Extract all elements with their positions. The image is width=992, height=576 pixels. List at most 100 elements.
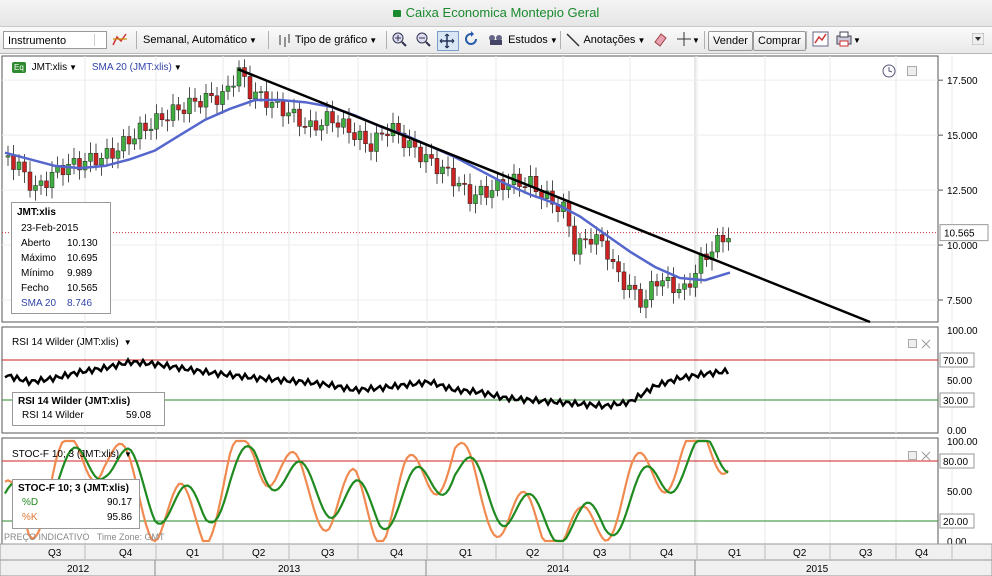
stoch-legend[interactable]: STOC-F 10; 3 (JMT:xlis) ▼ xyxy=(12,449,132,460)
candle-body xyxy=(170,104,176,121)
year-axis xyxy=(0,559,992,576)
rsi-panel-controls[interactable] xyxy=(908,339,932,352)
candle-body xyxy=(132,138,137,145)
rsi-level-box xyxy=(939,392,975,408)
candle-body xyxy=(27,171,33,191)
candle-body xyxy=(324,111,330,126)
stoch-panel-controls[interactable] xyxy=(908,451,932,464)
buy-button[interactable]: Comprar xyxy=(753,31,806,51)
candle-body xyxy=(253,91,258,99)
period-dropdown[interactable]: Semanal, Automático ▼ xyxy=(143,34,257,46)
stoch-level-box xyxy=(939,453,975,469)
candle-body xyxy=(429,154,434,159)
info-row-sma: SMA 20 8.746 xyxy=(21,298,93,309)
candle-body xyxy=(467,184,473,204)
candle-body xyxy=(418,146,423,163)
candle-body xyxy=(698,253,704,274)
quarter-label: Q1 xyxy=(186,548,200,559)
stoch-k-line xyxy=(4,439,729,543)
rsi-y-tick: 0.00 xyxy=(947,426,967,437)
sma-legend[interactable]: SMA 20 (JMT:xlis) xyxy=(91,62,172,73)
pan-icon[interactable] xyxy=(437,31,459,51)
candle-body xyxy=(473,194,478,204)
candle-body xyxy=(286,112,291,117)
instrument-spinner[interactable] xyxy=(94,34,104,46)
rsi-title: RSI 14 Wilder (JMT:xlis) xyxy=(12,337,119,348)
footer-note: PREÇO INDICATIVO Time Zone: GMT xyxy=(4,532,165,542)
candle-body xyxy=(621,271,627,290)
candle-body xyxy=(181,109,187,114)
print-icon[interactable]: ▼ xyxy=(835,31,861,49)
candle-body xyxy=(88,153,93,162)
rsi-legend[interactable]: RSI 14 Wilder (JMT:xlis) ▼ xyxy=(12,337,132,348)
rsi-info-value: 59.08 xyxy=(126,410,152,421)
rsi-level-label: 70.00 xyxy=(943,356,968,367)
candle-body xyxy=(434,158,440,175)
candle-body xyxy=(225,85,231,92)
candle-body xyxy=(676,289,682,293)
candle-body xyxy=(352,132,357,140)
period-label: Semanal, Automático xyxy=(143,34,247,46)
clock-icon[interactable] xyxy=(882,64,896,81)
candle-body xyxy=(44,180,49,188)
quarter-label: Q4 xyxy=(660,548,674,559)
stoch-y-tick: 50.00 xyxy=(947,487,972,498)
candle-body xyxy=(374,132,379,152)
candle-body xyxy=(258,91,264,94)
crosshair-icon[interactable]: ▼ xyxy=(676,31,700,49)
candle-body xyxy=(297,108,302,127)
trend-line xyxy=(237,68,871,324)
refresh-icon[interactable] xyxy=(463,31,479,49)
candle-body xyxy=(687,283,693,288)
candle-body xyxy=(462,182,467,185)
candle-body xyxy=(577,238,583,255)
candle-body xyxy=(330,111,335,124)
quarter-label: Q3 xyxy=(48,548,62,559)
quarter-label: Q3 xyxy=(593,548,607,559)
symbol-label[interactable]: JMT:xlis xyxy=(31,62,68,73)
candle-body xyxy=(341,118,346,128)
candle-body xyxy=(440,166,445,175)
y-tick-label: 7.500 xyxy=(947,296,972,307)
candle-body xyxy=(280,99,286,117)
candle-body xyxy=(148,128,154,131)
chart-settings-icon[interactable] xyxy=(812,31,830,49)
quarter-label: Q1 xyxy=(728,548,742,559)
chart-canvas[interactable]: 17.500 15.000 12.500 10.000 7.500 10.565 100.0… xyxy=(0,54,992,576)
candle-body xyxy=(143,122,148,131)
studies-label: Estudos xyxy=(508,34,548,46)
stoch-dropdown-icon[interactable]: ▼ xyxy=(124,450,132,459)
candle-body xyxy=(110,148,115,159)
candle-body xyxy=(363,130,368,145)
sma-dropdown-icon[interactable]: ▼ xyxy=(173,63,182,72)
candle-body xyxy=(583,238,588,241)
stoch-level-label: 80.00 xyxy=(943,457,968,468)
rsi-dropdown-icon[interactable]: ▼ xyxy=(123,338,132,347)
candle-body xyxy=(379,132,385,135)
sell-button[interactable]: Vender xyxy=(708,31,753,51)
candle-body xyxy=(423,154,429,163)
stoch-y-tick: 100.00 xyxy=(947,437,978,448)
panel-options-icon[interactable] xyxy=(907,66,917,79)
rsi-info-label: RSI 14 Wilder xyxy=(22,410,84,421)
candle-body xyxy=(302,126,308,128)
symbol-dropdown-icon[interactable]: ▼ xyxy=(69,63,78,72)
year-label: 2014 xyxy=(547,564,570,575)
instrument-input[interactable]: Instrumento xyxy=(3,31,107,49)
zoom-out-icon[interactable] xyxy=(415,31,431,49)
candle-body xyxy=(522,186,528,189)
annotations-dropdown[interactable]: Anotações ▼ xyxy=(565,31,645,49)
stoch-level-box xyxy=(939,513,975,529)
candle-body xyxy=(401,132,407,148)
y-tick-label: 12.500 xyxy=(947,186,978,197)
studies-dropdown[interactable]: Estudos ▼ xyxy=(487,31,558,49)
candle-body xyxy=(720,235,726,243)
candle-body xyxy=(533,176,539,193)
scroll-down-icon[interactable] xyxy=(971,32,985,51)
chart-type-dropdown[interactable]: Tipo de gráfico ▼ xyxy=(279,34,378,48)
candle-body xyxy=(137,122,143,140)
eraser-icon[interactable] xyxy=(652,31,668,49)
rsi-y-tick: 100.00 xyxy=(947,326,978,337)
compare-icon[interactable] xyxy=(111,31,129,49)
zoom-in-icon[interactable] xyxy=(391,31,407,49)
